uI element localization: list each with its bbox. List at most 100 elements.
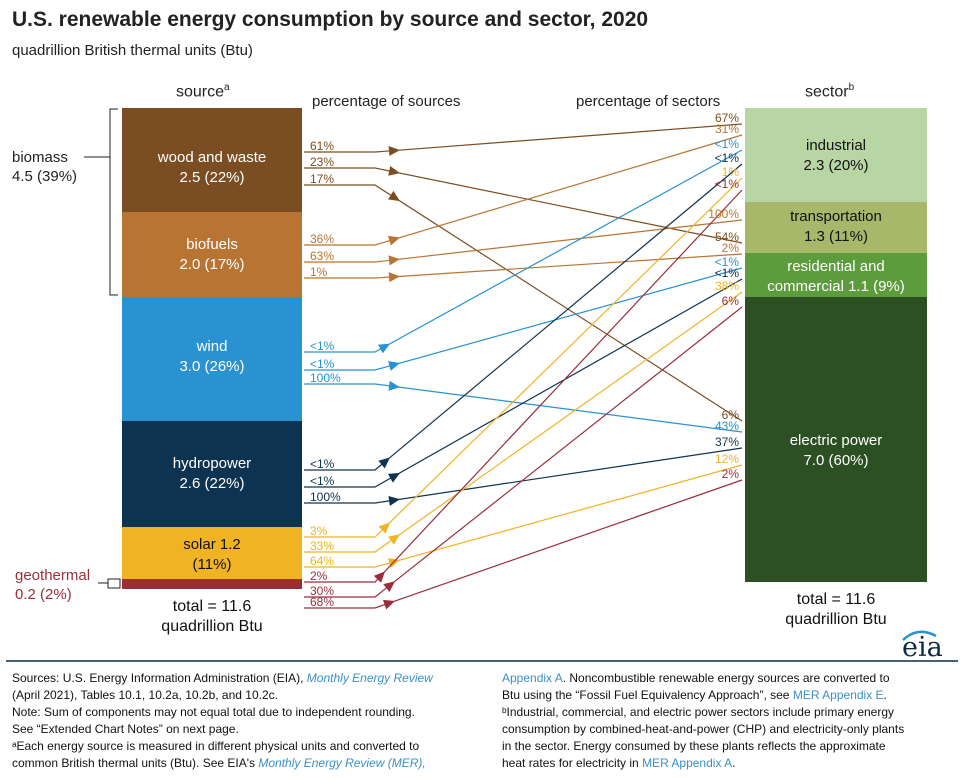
page-title: U.S. renewable energy consumption by sou…	[12, 8, 649, 31]
eia-logo: eia	[902, 632, 943, 663]
sector-industrial-label: industrial 2.3 (20%)	[803, 137, 869, 174]
biomass-label: biomass 4.5 (39%)	[12, 149, 78, 185]
source-pct-label: <1%	[310, 457, 335, 471]
source-header: sourcea	[176, 82, 230, 101]
source-pct-label: 33%	[310, 539, 334, 553]
footer-note: Note: Sum of components may not equal to…	[12, 705, 415, 719]
source-solar-label: solar 1.2 (11%)	[183, 536, 241, 573]
appendix-a-link[interactable]: Appendix A	[502, 671, 563, 685]
sector-header: sectorb	[805, 82, 855, 101]
flow-line-3	[304, 184, 743, 422]
flow-arrow-5	[388, 255, 400, 266]
sector-pct-label: <1%	[715, 266, 740, 280]
flow-line-8	[304, 267, 743, 371]
flow-lines	[304, 123, 743, 610]
source-biofuels-label: biofuels 2.0 (17%)	[179, 236, 245, 273]
source-pct-label: 1%	[310, 265, 328, 279]
source-bar-biofuels	[122, 212, 302, 297]
flow-arrow-16	[373, 571, 385, 583]
sector-pct-label: 38%	[715, 279, 739, 293]
sector-electric-label: electric power 7.0 (60%)	[789, 432, 883, 469]
flow-labels: 61%67%23%54%17%6%36%31%63%100%1%2%<1%<1%…	[310, 111, 739, 609]
sector-pct-label: 1%	[722, 165, 740, 179]
source-pct-label: 17%	[310, 172, 334, 186]
footer-note-b: ᵇIndustrial, commercial, and electric po…	[502, 705, 895, 719]
footer-tables-text: (April 2021), Tables 10.1, 10.2a, 10.2b,…	[12, 688, 278, 702]
source-hydropower-label: hydropower 2.6 (22%)	[172, 455, 252, 492]
flow-line-1	[304, 123, 743, 153]
flow-line-18	[304, 479, 743, 609]
flow-line-4	[304, 134, 743, 246]
sector-bar-electric	[745, 297, 927, 582]
source-pct-label: 68%	[310, 595, 334, 609]
sector-pct-label: 2%	[722, 241, 740, 255]
flow-line-15	[304, 464, 743, 568]
source-bar-wood	[122, 108, 302, 212]
source-wind-label: wind 3.0 (26%)	[179, 338, 245, 375]
page-subtitle: quadrillion British thermal units (Btu)	[12, 42, 253, 59]
sector-bar-transportation	[745, 202, 927, 253]
footer-left: Sources: U.S. Energy Information Adminis…	[12, 670, 492, 772]
mer-link[interactable]: Monthly Energy Review	[306, 671, 433, 685]
eia-logo-arc-icon	[902, 630, 937, 641]
flow-arrow-2	[388, 166, 400, 176]
sector-pct-label: 54%	[715, 230, 739, 244]
sector-pct-label: 100%	[708, 207, 739, 221]
sector-pct-label: <1%	[715, 255, 740, 269]
sector-pct-label: 2%	[722, 467, 740, 481]
source-pct-label: 63%	[310, 249, 334, 263]
footer-note-a: ᵃEach energy source is measured in diffe…	[12, 739, 420, 753]
flow-arrow-4	[388, 235, 400, 246]
source-pct-label: 61%	[310, 139, 334, 153]
bars	[84, 108, 927, 589]
flow-arrow-3	[388, 190, 400, 202]
flow-arrow-11	[387, 472, 400, 483]
flow-arrow-10	[378, 457, 390, 469]
sector-pct-label: 6%	[722, 408, 740, 422]
flow-arrow-8	[388, 361, 400, 371]
source-pct-label: <1%	[310, 339, 335, 353]
biomass-bracket	[109, 108, 118, 296]
sector-pct-label: <1%	[715, 177, 740, 191]
source-bar-geothermal	[122, 579, 302, 589]
mer-link-2[interactable]: Monthly Energy Review (MER),	[258, 756, 426, 770]
flow-line-11	[304, 278, 743, 488]
sector-pct-label: 31%	[715, 122, 739, 136]
source-wood-label: wood and waste 2.5 (22%)	[157, 149, 267, 186]
flow-arrow-13	[378, 522, 390, 534]
source-pct-label: 64%	[310, 554, 334, 568]
source-pct-label: 30%	[310, 584, 334, 598]
sector-bar-rescom	[745, 253, 927, 297]
flow-line-10	[304, 163, 743, 471]
appendix-e-link[interactable]: MER Appendix E	[792, 688, 884, 702]
source-bar-hydropower	[122, 421, 302, 527]
flow-arrow-1	[388, 145, 400, 156]
sector-pct-label: 37%	[715, 435, 739, 449]
flow-line-16	[304, 189, 743, 583]
flow-arrow-17	[383, 581, 395, 592]
appendix-a-link-2[interactable]: MER Appendix A	[642, 756, 733, 770]
sector-rescom-label: residential and commercial 1.1 (9%)	[767, 258, 905, 295]
geothermal-label: geothermal 0.2 (2%)	[15, 567, 91, 603]
flow-line-13	[304, 177, 743, 538]
sector-pct-label: <1%	[715, 151, 740, 165]
source-pct-label: 23%	[310, 155, 334, 169]
sector-pct-label: 67%	[715, 111, 739, 125]
sector-total: total = 11.6 quadrillion Btu	[785, 591, 887, 628]
sector-transportation-label: transportation 1.3 (11%)	[790, 208, 882, 245]
source-pct-label: 36%	[310, 232, 334, 246]
pct-sectors-header: percentage of sectors	[576, 93, 721, 110]
sector-pct-label: 12%	[715, 452, 739, 466]
geothermal-marker	[107, 578, 121, 589]
source-pct-label: 3%	[310, 524, 328, 538]
flow-line-6	[304, 253, 743, 279]
flow-arrow-7	[377, 343, 390, 354]
sector-pct-label: 43%	[715, 419, 739, 433]
flow-line-5	[304, 219, 743, 263]
sector-pct-label: <1%	[715, 137, 740, 151]
sector-bar-industrial	[745, 108, 927, 202]
flow-line-14	[304, 291, 743, 553]
footer-note-2: See “Extended Chart Notes” on next page.	[12, 722, 239, 736]
source-pct-label: <1%	[310, 474, 335, 488]
